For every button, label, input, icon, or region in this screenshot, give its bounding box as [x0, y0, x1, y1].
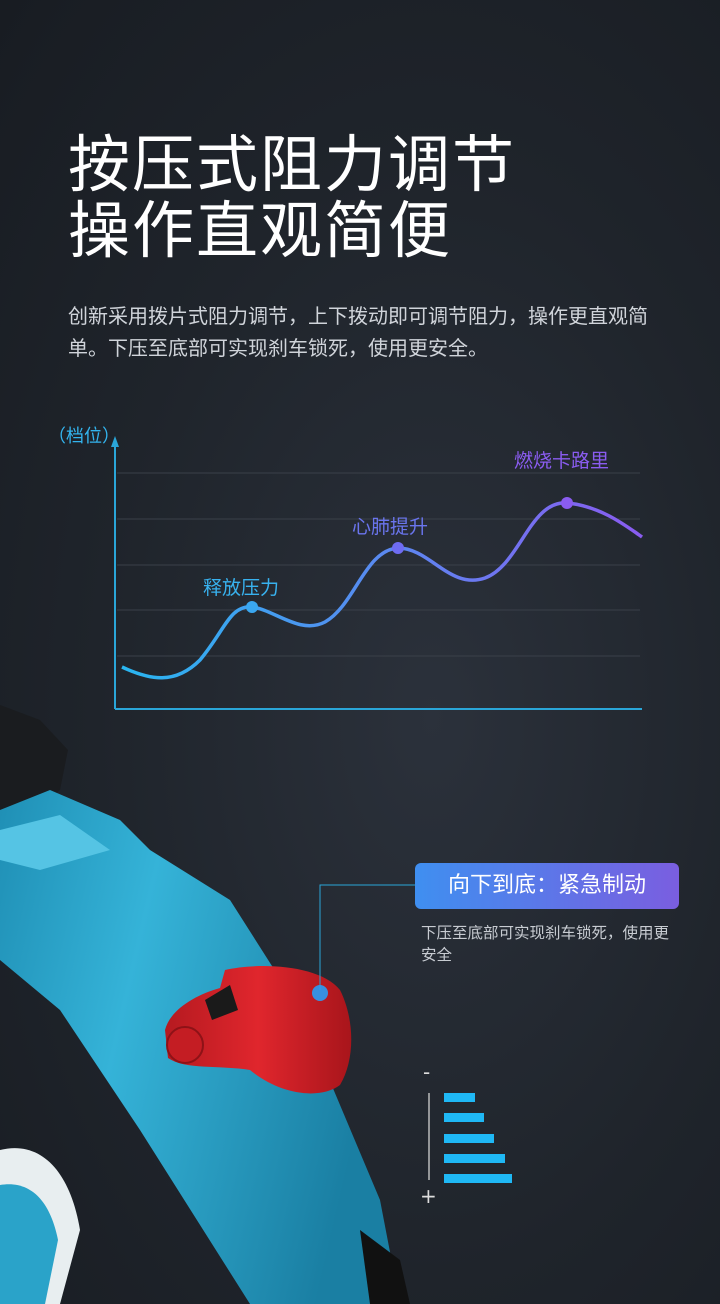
plus-label: +	[420, 1184, 437, 1208]
callout-dot	[312, 985, 328, 1001]
point-cardio	[392, 542, 404, 554]
resistance-scale	[428, 1093, 512, 1183]
y-axis-unit: （档位）	[48, 426, 120, 447]
label-release: 释放压力	[203, 577, 280, 599]
gear-chart	[111, 436, 644, 710]
minus-label: -	[423, 1060, 431, 1084]
title-line-2: 操作直观简便	[68, 194, 453, 267]
level-bar	[444, 1134, 494, 1143]
level-bar	[444, 1113, 484, 1122]
y-axis-arrow	[111, 436, 119, 447]
title-line-1: 按压式阻力调节	[68, 128, 517, 201]
callout-title: 向下到底：紧急制动	[415, 863, 679, 909]
description: 创新采用拨片式阻力调节，上下拨动即可调节阻力，操作更直观简单。下压至底部可实现刹…	[68, 304, 648, 360]
frame-bottom-black	[360, 1230, 410, 1304]
label-cardio: 心肺提升	[352, 516, 429, 538]
callout-description: 下压至底部可实现刹车锁死，使用更安全	[421, 924, 670, 964]
level-bar	[444, 1174, 512, 1183]
point-release	[246, 601, 258, 613]
bike-illustration	[0, 705, 410, 1304]
label-burn: 燃烧卡路里	[514, 450, 610, 472]
level-bar	[444, 1154, 505, 1163]
gear-curve	[121, 501, 644, 680]
callout-connector	[312, 884, 415, 1001]
level-bar	[444, 1093, 475, 1102]
point-burn	[561, 497, 573, 509]
seat-post	[0, 705, 68, 815]
page-title: 按压式阻力调节 操作直观简便	[68, 132, 516, 264]
